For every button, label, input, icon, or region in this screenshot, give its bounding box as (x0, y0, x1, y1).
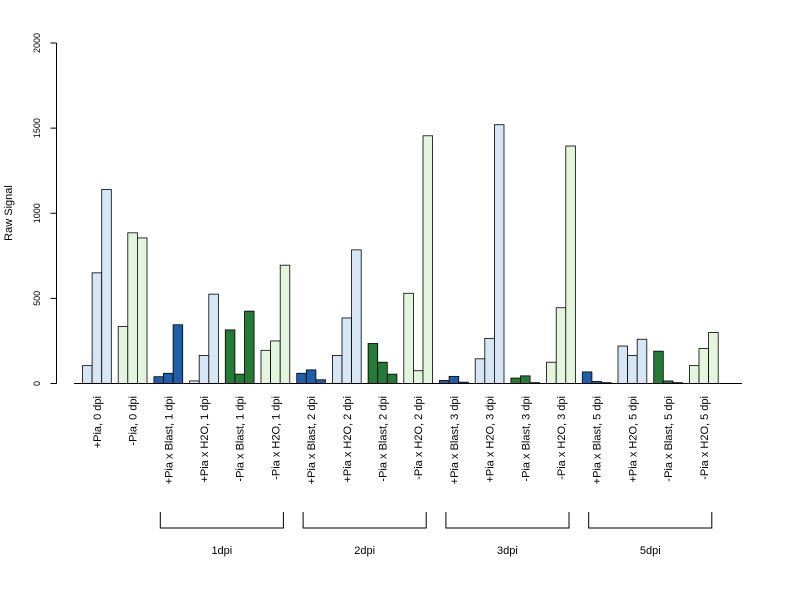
category-label: -Pia x H2O, 1 dpi (270, 396, 282, 480)
y-tick-label: 0 (32, 381, 42, 386)
category-label: -Pia x Blast, 3 dpi (520, 396, 532, 482)
bar (331, 355, 343, 384)
bar (279, 264, 291, 384)
category-label: +Pia x H2O, 1 dpi (199, 396, 211, 483)
bar (698, 348, 710, 384)
bar (341, 317, 353, 384)
bar (270, 340, 281, 384)
bar (546, 361, 557, 384)
group-bracket (159, 512, 284, 529)
category-label: -Pia x Blast, 2 dpi (378, 396, 390, 482)
category-label: -Pia x H2O, 5 dpi (699, 396, 711, 480)
bar (412, 370, 424, 384)
bar (244, 310, 255, 384)
bar (101, 189, 112, 384)
bar (636, 338, 648, 384)
bar (367, 343, 379, 384)
category-label: -Pia, 0 dpi (128, 396, 140, 446)
group-bracket (445, 512, 570, 529)
bar (163, 372, 174, 384)
bar (377, 361, 388, 384)
y-tick-label: 1500 (32, 118, 42, 138)
category-label: +Pia x Blast, 5 dpi (592, 396, 604, 484)
bar (448, 375, 460, 384)
y-axis: 0 500 1000 1500 2000 (32, 33, 57, 386)
bar (153, 376, 164, 384)
bar (136, 237, 148, 384)
bar (708, 332, 719, 384)
group-label: 1dpi (211, 545, 232, 557)
bar (305, 369, 317, 384)
category-label: +Pia x H2O, 2 dpi (342, 396, 354, 483)
bar (91, 272, 103, 384)
category-label: +Pia x Blast, 2 dpi (306, 396, 318, 484)
bars-layer (82, 124, 719, 384)
group-label: 2dpi (354, 545, 375, 557)
bar (117, 326, 129, 384)
bar (351, 249, 362, 384)
category-label: -Pia x H2O, 2 dpi (413, 396, 425, 480)
bar (172, 324, 184, 384)
bar (386, 373, 398, 384)
category-labels: +Pia, 0 dpi -Pia, 0 dpi +Pia x Blast, 1 dp… (92, 396, 711, 484)
bar (689, 365, 700, 384)
bar (208, 293, 219, 384)
group-label: 5dpi (640, 545, 661, 557)
group-bracket (588, 512, 713, 529)
bar (627, 355, 638, 384)
category-label: +Pia x H2O, 5 dpi (627, 396, 639, 483)
bar (127, 232, 138, 384)
bar (296, 372, 307, 384)
bar (510, 377, 521, 384)
y-tick-label: 1000 (32, 203, 42, 223)
category-label: +Pia x H2O, 3 dpi (485, 396, 497, 483)
category-label: -Pia x Blast, 5 dpi (663, 396, 675, 482)
bar (198, 355, 210, 384)
group-label: 3dpi (497, 545, 518, 557)
bar (565, 145, 576, 384)
bar (422, 135, 434, 384)
category-label: -Pia x H2O, 3 dpi (556, 396, 568, 480)
bar (224, 329, 236, 384)
group-bracket (302, 512, 427, 529)
y-tick-label: 2000 (32, 33, 42, 53)
bar (260, 349, 272, 384)
bar (555, 307, 567, 384)
category-label: -Pia x Blast, 1 dpi (235, 396, 247, 482)
bar (520, 375, 531, 384)
bar (484, 337, 495, 384)
bar (234, 373, 245, 384)
bar (617, 345, 629, 384)
group-brackets: 1dpi 2dpi 3dpi 5dpi (159, 512, 713, 557)
y-tick-label: 500 (32, 291, 42, 306)
bar (474, 358, 486, 384)
bar (403, 292, 414, 384)
bar (493, 124, 505, 384)
y-axis-title: Raw Signal (3, 185, 15, 241)
bar (653, 350, 664, 384)
category-label: +Pia x Blast, 3 dpi (449, 396, 461, 484)
category-label: +Pia x Blast, 1 dpi (163, 396, 175, 484)
category-label: +Pia, 0 dpi (92, 396, 104, 448)
bar (315, 379, 326, 384)
bar (82, 365, 93, 384)
bar (581, 371, 593, 384)
